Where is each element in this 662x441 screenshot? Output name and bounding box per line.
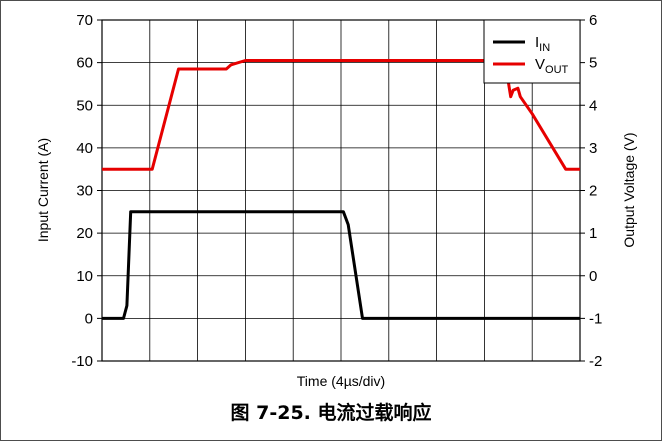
left-tick-label: 40 (76, 140, 93, 157)
legend-label-iin: IIN (535, 34, 550, 54)
legend-label-vout: VOUT (535, 56, 569, 76)
left-tick-label: 70 (76, 12, 93, 29)
left-tick-label: 50 (76, 97, 93, 114)
grid (102, 20, 580, 361)
left-axis-ticks: 70 60 50 40 30 20 10 0 -10 (71, 12, 102, 370)
series-line-iin (102, 210, 580, 320)
figure-caption: 图 7-25. 电流过载响应 (230, 402, 432, 424)
left-tick-label: 20 (76, 225, 93, 242)
right-tick-label: 4 (589, 97, 597, 114)
left-tick-label: 60 (76, 55, 93, 72)
x-axis-label: Time (4µs/div) (297, 373, 385, 389)
right-tick-label: 1 (589, 225, 597, 242)
left-tick-label: -10 (71, 353, 93, 370)
right-axis-ticks: 6 5 4 3 2 1 0 -1 -2 (580, 12, 602, 370)
right-tick-label: 6 (589, 12, 597, 29)
left-tick-label: 0 (85, 310, 93, 327)
left-tick-label: 30 (76, 183, 93, 200)
left-tick-label: 10 (76, 268, 93, 285)
right-tick-label: 3 (589, 140, 597, 157)
right-tick-label: 0 (589, 268, 597, 285)
right-tick-label: -2 (589, 353, 602, 370)
right-tick-label: -1 (589, 310, 602, 327)
left-axis-label: Input Current (A) (35, 138, 51, 242)
legend: IIN VOUT (483, 19, 581, 84)
right-axis-label: Output Voltage (V) (621, 132, 637, 247)
right-tick-label: 2 (589, 183, 597, 200)
legend-box (483, 19, 581, 84)
series-layer (102, 59, 580, 320)
right-tick-label: 5 (589, 55, 597, 72)
